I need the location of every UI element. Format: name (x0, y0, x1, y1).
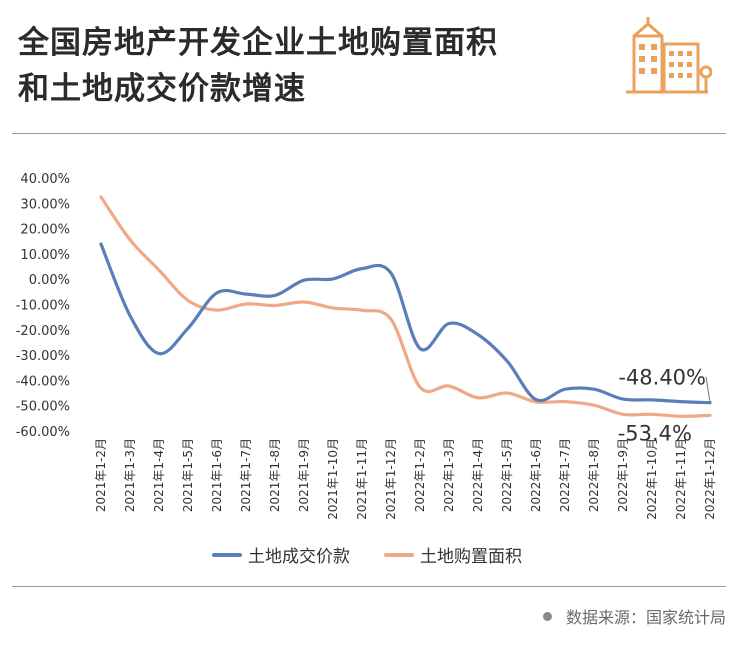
x-tick-label: 2022年1-8月 (587, 438, 601, 512)
bottom-divider (12, 586, 726, 587)
x-tick-label: 2022年1-3月 (442, 438, 456, 512)
x-tick-label: 2021年1-7月 (239, 438, 253, 512)
y-tick-label: -20.00% (16, 324, 70, 339)
legend-swatch-area (384, 552, 414, 557)
legend-label-area: 土地购置面积 (420, 547, 522, 567)
data-source: 数据来源：国家统计局 (542, 604, 726, 628)
x-tick-label: 2022年1-12月 (703, 438, 717, 520)
title-line-1: 全国房地产开发企业土地购置面积 (18, 25, 498, 61)
x-tick-label: 2022年1-7月 (558, 438, 572, 512)
series-lines (99, 195, 712, 418)
x-tick-label: 2021年1-4月 (152, 438, 166, 512)
x-tick-label: 2022年1-9月 (616, 438, 630, 512)
x-tick-label: 2021年1-8月 (268, 438, 282, 512)
chart-title: 全国房地产开发企业土地购置面积 和土地成交价款增速 (18, 20, 498, 112)
y-tick-label: -60.00% (16, 425, 70, 440)
y-tick-label: -50.00% (16, 400, 70, 415)
x-axis: 2021年1-2月 2021年1-3月 2021年1-4月 2021年1-5月 2021… (94, 438, 717, 520)
line-chart: 40.00% 30.00% 20.00% 10.00% 0.00% -10.00% -20.… (16, 172, 717, 520)
x-tick-label: 2021年1-12月 (384, 438, 398, 520)
y-tick-label: 30.00% (20, 197, 70, 212)
legend-label-price: 土地成交价款 (248, 547, 350, 567)
x-tick-label: 2021年1-10月 (326, 438, 340, 520)
annotation-area: -53.4% (618, 421, 692, 445)
top-divider (12, 133, 726, 134)
annotations: -48.40% -53.4% (618, 366, 711, 445)
x-tick-label: 2021年1-9月 (297, 438, 311, 512)
bullet-icon (542, 611, 552, 621)
x-tick-label: 2021年1-6月 (210, 438, 224, 512)
x-tick-label: 2022年1-4月 (471, 438, 485, 512)
legend-item-area: 土地购置面积 (384, 542, 522, 567)
legend-swatch-price (212, 552, 242, 557)
series-line-price (99, 242, 712, 405)
x-tick-label: 2022年1-2月 (413, 438, 427, 512)
x-tick-label: 2022年1-10月 (645, 438, 659, 520)
y-tick-label: 20.00% (20, 223, 70, 238)
y-tick-label: 0.00% (29, 273, 70, 288)
y-tick-label: 10.00% (20, 248, 70, 263)
y-tick-label: -40.00% (16, 374, 70, 389)
annotation-leader-price (705, 376, 711, 403)
annotation-price: -48.40% (618, 366, 706, 390)
y-tick-label: 40.00% (20, 172, 70, 187)
x-tick-label: 2022年1-5月 (500, 438, 514, 512)
x-tick-label: 2021年1-2月 (94, 438, 108, 512)
x-tick-label: 2021年1-5月 (181, 438, 195, 512)
y-tick-label: -10.00% (16, 299, 70, 314)
x-tick-label: 2022年1-11月 (674, 438, 688, 520)
legend-item-price: 土地成交价款 (212, 542, 350, 567)
source-text: 数据来源：国家统计局 (565, 608, 726, 627)
y-axis: 40.00% 30.00% 20.00% 10.00% 0.00% -10.00% -20.… (16, 172, 70, 440)
legend: 土地成交价款 土地购置面积 (212, 542, 522, 567)
x-tick-label: 2021年1-3月 (123, 438, 137, 512)
y-tick-label: -30.00% (16, 349, 70, 364)
building-icon (626, 17, 712, 94)
title-line-2: 和土地成交价款增速 (18, 71, 306, 107)
x-tick-label: 2021年1-11月 (355, 438, 369, 520)
x-tick-label: 2022年1-6月 (529, 438, 543, 512)
